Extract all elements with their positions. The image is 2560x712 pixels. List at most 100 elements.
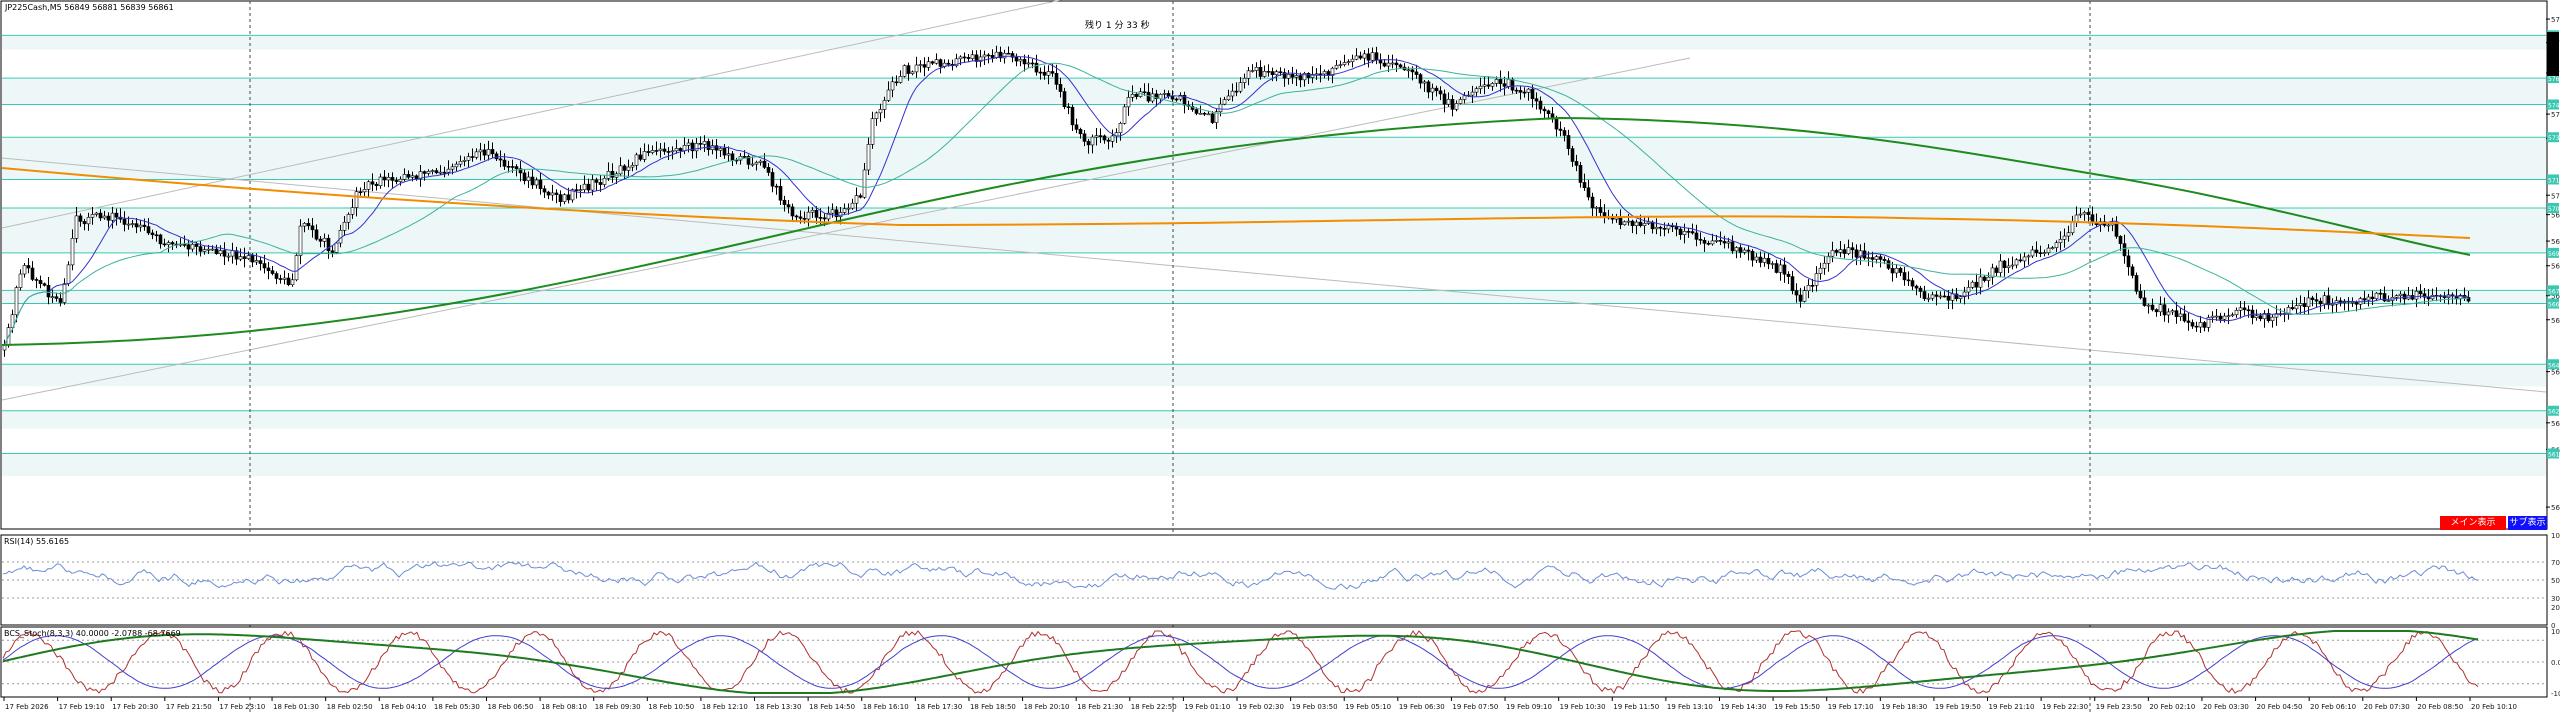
- candle-body: [1694, 232, 1699, 240]
- stochastic-d-line: [2, 635, 2479, 689]
- candle-body: [410, 175, 415, 178]
- level-tag: [2547, 174, 2559, 185]
- candle-body: [1838, 249, 1843, 253]
- candle-body: [2378, 292, 2383, 295]
- candle-body: [642, 151, 647, 160]
- price-tick: 56202: [2551, 420, 2560, 428]
- candle-body: [582, 183, 587, 190]
- candle-body: [1110, 135, 1115, 142]
- candle-body: [2162, 304, 2167, 316]
- candle-body: [2114, 222, 2119, 237]
- candle-body: [814, 209, 819, 218]
- time-tick: 19 Feb 03:50: [1292, 703, 1338, 711]
- candle-body: [1918, 287, 1923, 292]
- time-tick: 18 Feb 20:10: [1024, 703, 1070, 711]
- candle-body: [150, 232, 155, 236]
- candle-body: [2314, 299, 2319, 302]
- candle-body: [514, 166, 519, 170]
- candle-body: [2034, 249, 2039, 253]
- candle-body: [2086, 212, 2091, 215]
- candle-body: [158, 234, 163, 245]
- candle-body: [454, 163, 459, 168]
- candle-body: [1062, 91, 1067, 107]
- candle-body: [666, 151, 671, 153]
- candle-body: [1498, 79, 1503, 84]
- candle-body: [910, 71, 915, 74]
- candle-body: [554, 192, 559, 195]
- price-tick: 56007: [2551, 504, 2560, 512]
- candle-body: [1434, 87, 1439, 92]
- candle-body: [1366, 53, 1371, 61]
- candle-body: [1470, 91, 1475, 96]
- main-view-button[interactable]: メイン表示: [2440, 516, 2506, 530]
- candle-body: [1170, 95, 1175, 100]
- candle-body: [770, 172, 775, 187]
- candle-body: [1398, 64, 1403, 68]
- candle-body: [966, 57, 971, 59]
- candle-body: [1246, 70, 1251, 79]
- candle-body: [1082, 133, 1087, 142]
- candle-body: [98, 212, 103, 219]
- candle-body: [2046, 247, 2051, 253]
- time-tick: 19 Feb 09:10: [1506, 703, 1552, 711]
- candle-body: [302, 223, 307, 227]
- candle-body: [2418, 290, 2423, 295]
- candle-body: [2010, 264, 2015, 267]
- sub-view-button[interactable]: サブ表示: [2508, 516, 2547, 530]
- candle-body: [446, 168, 451, 173]
- candle-body: [510, 166, 515, 168]
- candle-body: [1086, 141, 1091, 146]
- candle-body: [782, 199, 787, 205]
- candle-body: [1374, 52, 1379, 61]
- candle-body: [2214, 315, 2219, 318]
- candle-body: [2022, 256, 2027, 262]
- candle-body: [2210, 315, 2215, 318]
- candle-body: [1834, 250, 1839, 253]
- candle-body: [1266, 71, 1271, 73]
- symbol-info: JP225Cash,M5 56849 56881 56839 56861: [4, 3, 174, 12]
- candle-body: [1066, 106, 1071, 108]
- candle-body: [1410, 69, 1415, 73]
- candle-body: [986, 54, 991, 57]
- candle-body: [2258, 315, 2263, 320]
- candle-body: [846, 207, 851, 210]
- time-tick: 19 Feb 02:30: [1238, 703, 1284, 711]
- candle-body: [1894, 267, 1899, 274]
- candle-body: [214, 248, 219, 255]
- candle-body: [2014, 259, 2019, 266]
- candle-body: [1538, 100, 1543, 110]
- candle-body: [930, 61, 935, 64]
- candle-body: [442, 171, 447, 174]
- candle-body: [646, 151, 651, 153]
- level-tag: [2547, 405, 2559, 416]
- candle-body: [1698, 239, 1703, 241]
- candle-body: [194, 243, 199, 247]
- candle-body: [290, 279, 295, 285]
- time-tick: 18 Feb 06:50: [487, 703, 533, 711]
- candle-body: [1750, 251, 1755, 261]
- candle-body: [1330, 67, 1335, 76]
- candle-body: [2050, 247, 2055, 249]
- candle-body: [1010, 53, 1015, 58]
- candle-body: [2298, 303, 2303, 306]
- candle-body: [1206, 113, 1211, 116]
- candle-body: [870, 118, 875, 145]
- candle-body: [398, 178, 403, 182]
- candle-body: [1102, 135, 1107, 141]
- candle-body: [806, 211, 811, 220]
- candle-body: [1814, 273, 1819, 286]
- candle-body: [926, 61, 931, 68]
- candle-body: [1134, 94, 1139, 97]
- candle-body: [1510, 79, 1515, 91]
- candle-body: [758, 160, 763, 163]
- candle-body: [918, 64, 923, 66]
- candle-body: [1334, 64, 1339, 69]
- candle-body: [1414, 71, 1419, 75]
- candle-body: [1230, 90, 1235, 97]
- level-price-tags: 5770157645574655732657183570625691556734…: [2547, 30, 2560, 459]
- time-tick: 18 Feb 10:50: [648, 703, 694, 711]
- candle-body: [1718, 239, 1723, 242]
- candle-body: [1294, 75, 1299, 78]
- candle-body: [2062, 235, 2067, 240]
